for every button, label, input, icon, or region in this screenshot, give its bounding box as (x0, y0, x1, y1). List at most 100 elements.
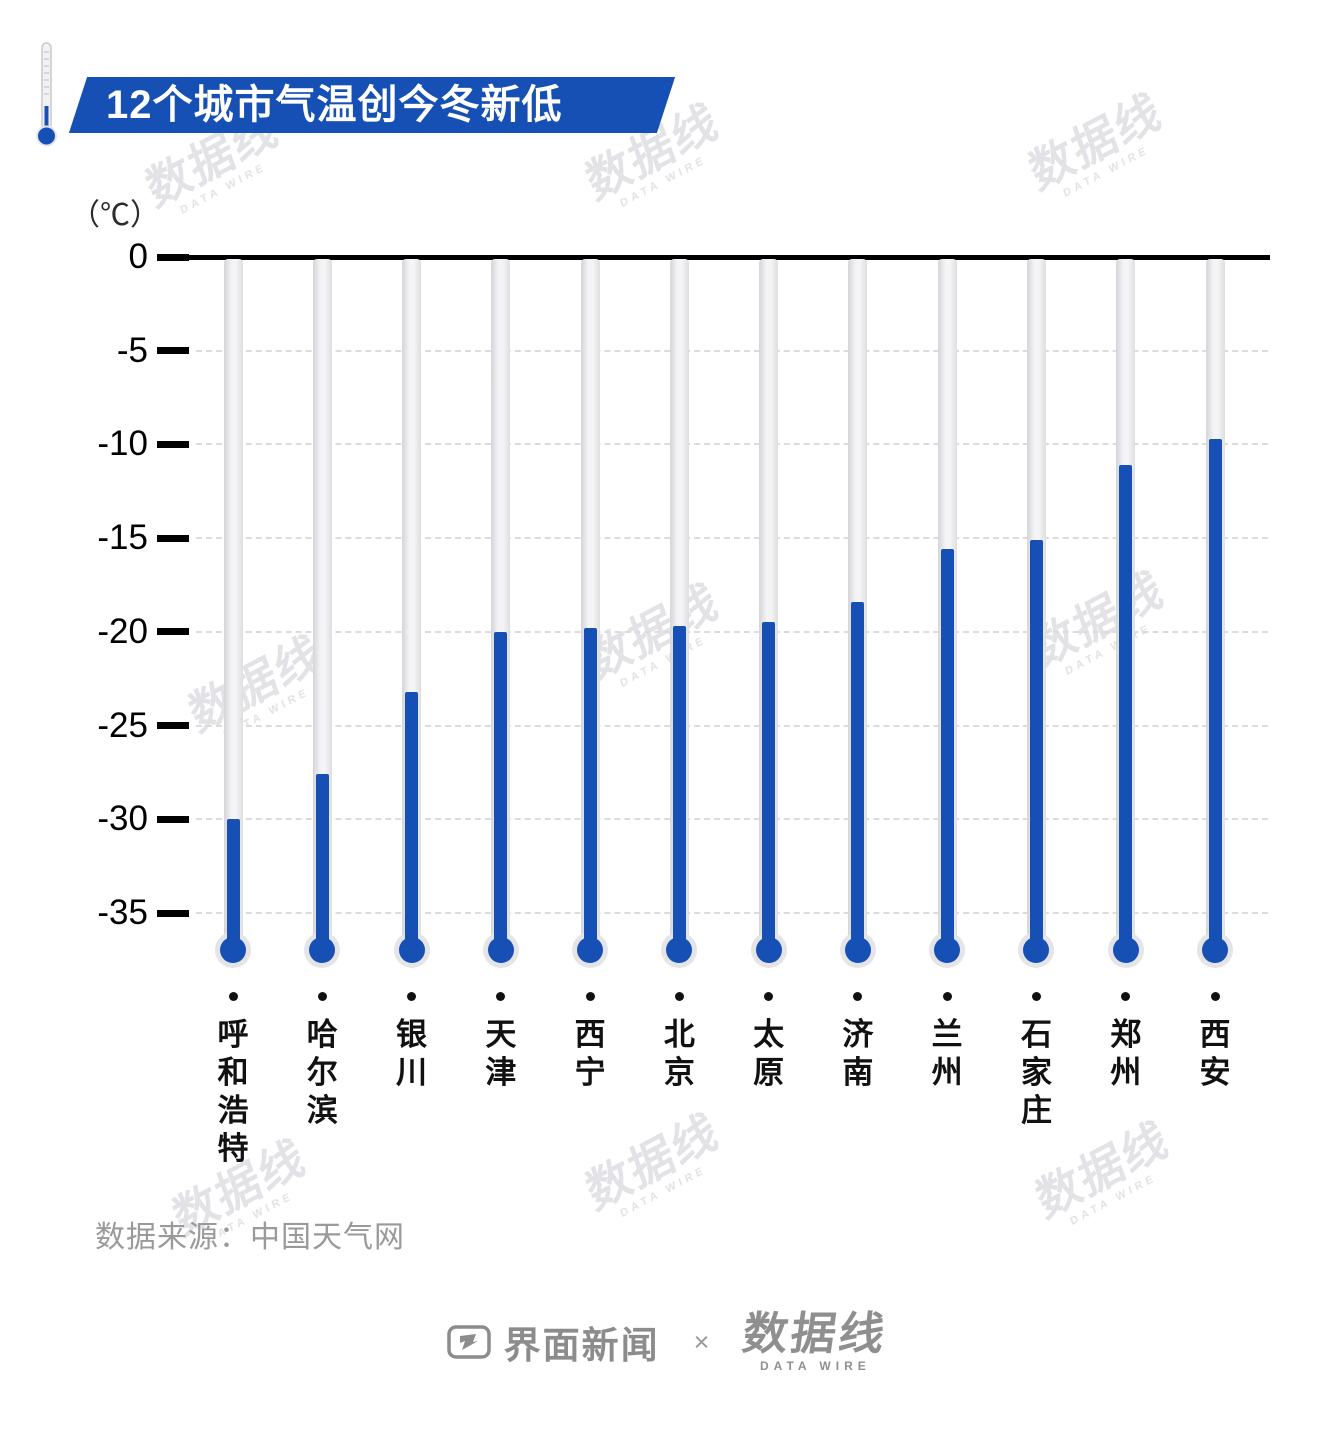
city-label-char: 原 (753, 1055, 785, 1090)
thermometer-bulb (1112, 937, 1139, 963)
gridline (196, 630, 1268, 633)
thermometer-bulb (487, 937, 514, 963)
thermometer-fill (315, 774, 329, 950)
category-dot (1031, 991, 1041, 1001)
city-label: 银川 (394, 1016, 430, 1092)
thermometer-fill (405, 691, 419, 950)
city-label-char: 和 (217, 1055, 249, 1090)
thermometer-fill (1119, 465, 1133, 950)
title-banner: 12个城市气温创今冬新低 (68, 77, 676, 133)
thermometer-bulb (1202, 937, 1228, 963)
gridline (196, 724, 1268, 727)
city-label-char: 庄 (1020, 1093, 1052, 1128)
thermometer-fill (494, 631, 508, 950)
city-label-char: 银 (396, 1017, 428, 1052)
city-label-char: 尔 (306, 1055, 338, 1090)
gridline (196, 443, 1268, 446)
footer: 界面新闻 × 数据线 DATA WIRE (0, 1292, 1333, 1392)
thermometer-fill (1029, 540, 1043, 950)
y-axis-tick-mark (157, 628, 189, 636)
y-axis-tick-mark (157, 815, 189, 823)
thermometer-fill (851, 601, 865, 950)
category-dot (228, 991, 238, 1001)
city-label-char: 州 (1110, 1055, 1142, 1090)
city-label-char: 宁 (574, 1055, 606, 1090)
city-label-char: 兰 (931, 1017, 963, 1052)
thermometer-fill (226, 819, 240, 950)
thermometer-bulb (934, 937, 961, 963)
thermometer-icon (36, 42, 57, 147)
y-axis-unit-label: （℃） (70, 199, 160, 232)
city-label-char: 西 (574, 1017, 606, 1052)
y-axis-tick-label: -25 (97, 705, 148, 745)
city-label: 呼和浩特 (215, 1016, 251, 1168)
watermark: 数据线 DATA WIRE (1012, 80, 1183, 218)
city-label-char: 北 (663, 1017, 695, 1052)
thermometer-bulb (755, 937, 782, 963)
city-label: 济南 (840, 1016, 876, 1092)
category-dot (496, 991, 506, 1001)
y-axis-tick-mark (157, 347, 189, 355)
city-label-char: 津 (485, 1055, 517, 1090)
category-dot (764, 991, 774, 1001)
city-label: 西宁 (572, 1016, 608, 1092)
city-label-char: 太 (753, 1017, 785, 1052)
watermark-text: 数据线 (1022, 82, 1168, 200)
page-title: 12个城市气温创今冬新低 (106, 83, 563, 127)
y-axis-tick-label: -5 (116, 330, 148, 370)
city-label-char: 州 (931, 1055, 963, 1090)
thermometer-bulb (844, 937, 871, 963)
watermark-subtext: DATA WIRE (1063, 621, 1154, 679)
y-axis-tick-mark (157, 909, 189, 917)
category-dot (585, 991, 595, 1001)
y-axis-tick-mark (157, 534, 189, 542)
city-label-char: 安 (1199, 1055, 1231, 1090)
thermometer-bulb (220, 937, 246, 963)
y-axis-tick-label: -35 (97, 893, 148, 932)
y-axis-tick-label: -30 (97, 799, 148, 839)
thermometer-bulb (666, 937, 693, 963)
thermometer-tube (223, 259, 243, 950)
jiemian-brand: 界面新闻 (446, 1315, 660, 1369)
category-dot (853, 991, 863, 1001)
city-label: 天津 (483, 1016, 519, 1092)
city-label: 兰州 (929, 1016, 965, 1092)
city-label-char: 哈 (306, 1017, 338, 1052)
city-label-char: 呼 (217, 1017, 249, 1052)
data-source-text: 数据来源：中国天气网 (95, 1221, 405, 1254)
category-dot (674, 991, 684, 1001)
y-axis-tick-mark (157, 722, 189, 730)
city-label-char: 川 (396, 1055, 428, 1090)
watermark: 数据线 DATA WIRE (569, 1100, 740, 1238)
gridline (196, 818, 1268, 821)
city-label: 太原 (751, 1016, 787, 1092)
baseline-axis (164, 255, 1270, 260)
thermometer-fill (762, 622, 776, 950)
datawire-brand-subtitle: DATA WIRE (760, 1359, 871, 1373)
city-label-char: 南 (842, 1055, 874, 1090)
y-axis-tick-label: -15 (97, 518, 148, 558)
city-label-char: 石 (1020, 1017, 1052, 1052)
watermark-subtext: DATA WIRE (1061, 143, 1152, 201)
city-label-char: 滨 (306, 1093, 338, 1128)
y-axis-tick-label: -20 (97, 611, 148, 651)
datawire-brand: 数据线 DATA WIRE (740, 1308, 891, 1373)
thermometer-fill (940, 549, 954, 950)
category-dot (317, 991, 327, 1001)
thermometer-fill (1208, 438, 1222, 950)
city-label: 郑州 (1108, 1016, 1144, 1092)
watermark-subtext: DATA WIRE (618, 153, 709, 211)
city-label: 西安 (1197, 1016, 1233, 1092)
thermometer-fill (583, 628, 597, 950)
city-label-char: 特 (217, 1131, 249, 1166)
watermark-subtext: DATA WIRE (178, 160, 269, 218)
city-label: 石家庄 (1018, 1016, 1054, 1130)
thermometer-bulb (309, 937, 336, 963)
watermark-text: 数据线 (579, 1102, 725, 1220)
jiemian-logo-icon (446, 1325, 491, 1359)
city-label-char: 京 (663, 1055, 695, 1090)
thermometer-bulb (398, 937, 425, 963)
y-axis-tick-label: -10 (97, 424, 148, 464)
city-label: 北京 (661, 1016, 697, 1092)
